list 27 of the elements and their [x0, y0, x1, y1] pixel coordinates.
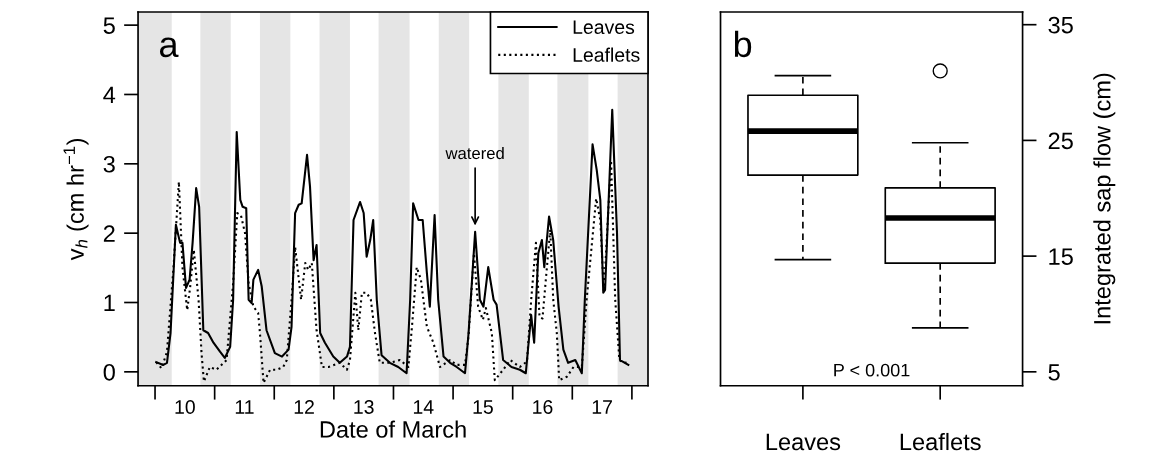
x-tick-label: 17 [592, 400, 612, 414]
legend-label: Leaves [573, 20, 635, 35]
x-tick-label: 12 [294, 400, 314, 414]
y-tick-label: 2 [103, 225, 115, 242]
x-tick-label: 15 [473, 400, 493, 414]
x-tick-label: 14 [413, 400, 434, 414]
y-tick-label: 5 [103, 17, 115, 34]
x-tick-label: 16 [533, 400, 553, 414]
y-tick-label: 5 [1048, 364, 1060, 381]
y-tick-label: 0 [103, 363, 115, 381]
y-tick-label: 35 [1048, 16, 1073, 34]
legend-label: Leaflets [573, 47, 640, 62]
annotation: P < 0.001 [834, 363, 910, 377]
y-tick-label: 1 [104, 294, 115, 312]
y-tick-label: 3 [103, 155, 115, 173]
y-tick-label: 4 [103, 86, 116, 104]
y-axis-title: v$_{h}$ (cm hr$^{−1}$) [63, 138, 89, 261]
x-axis-title: Date of March [320, 420, 466, 438]
annotation: watered [445, 146, 504, 160]
y-tick-label: 25 [1048, 132, 1073, 150]
y-tick-label: 15 [1049, 248, 1073, 265]
x-tick-label: 11 [235, 400, 254, 414]
x-tick-label: 10 [175, 400, 195, 414]
annotation: a [159, 37, 179, 58]
annotation: b [734, 30, 752, 58]
x-tick-label: 13 [354, 400, 374, 414]
y-axis-title: Integrated sap flow (cm) [1093, 73, 1116, 324]
